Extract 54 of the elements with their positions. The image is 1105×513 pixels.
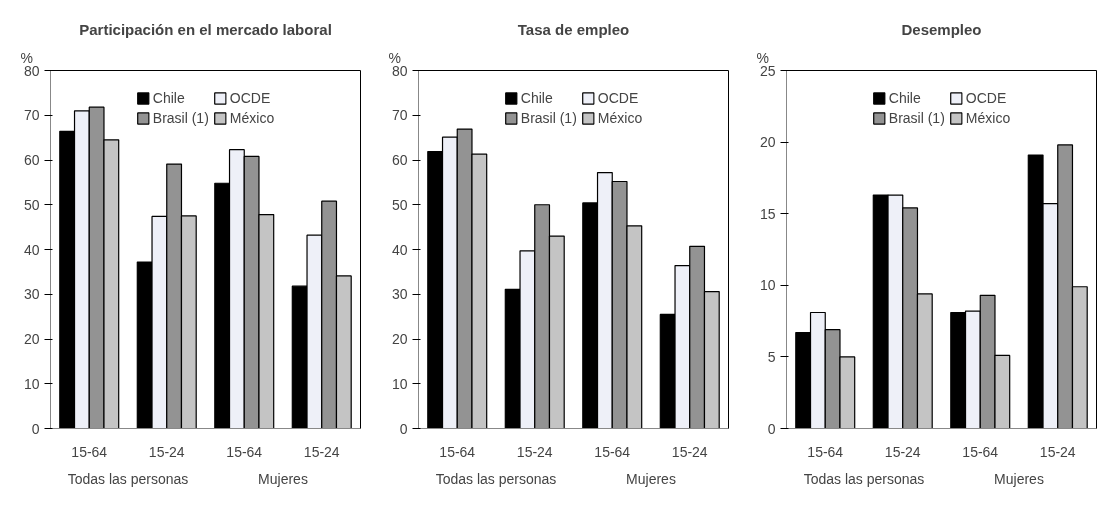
x-tick-label: 15-64 — [439, 443, 476, 460]
text: Todas las personas — [435, 470, 557, 487]
legend-label: Chile — [152, 90, 185, 106]
x-tick-label: 15-64 — [71, 443, 108, 460]
chart-title: Participación en el mercado laboral — [79, 20, 332, 38]
y-tick-label: 15 — [759, 205, 776, 222]
text: Mujeres — [994, 470, 1044, 487]
x-tick-label: 15-24 — [303, 443, 340, 460]
chart-title: Tasa de empleo — [517, 20, 630, 38]
text: Todas las personas — [803, 470, 925, 487]
y-tick-label: 70 — [391, 107, 408, 124]
legend-label: Brasil (1) — [152, 110, 209, 126]
x-tick-label: 15-24 — [884, 443, 921, 460]
y-tick-label: 30 — [391, 286, 408, 303]
text: Todas las personas — [67, 470, 189, 487]
x-tick-label: 15-24 — [1039, 443, 1076, 460]
legend-label: Brasil (1) — [520, 110, 577, 126]
y-tick-label: 10 — [391, 375, 408, 392]
text: Mujeres — [626, 470, 676, 487]
y-tick-label: 40 — [391, 241, 408, 258]
y-tick-label: 5 — [767, 348, 776, 365]
y-tick-label: 0 — [767, 420, 776, 437]
x-tick-label: 15-64 — [807, 443, 844, 460]
legend-label: Chile — [888, 90, 921, 106]
x-tick-label: 15-64 — [594, 443, 631, 460]
y-tick-label: 20 — [23, 331, 40, 347]
y-tick-label: 70 — [23, 107, 40, 124]
y-tick-label: 10 — [759, 277, 776, 294]
y-tick-label: 20 — [759, 134, 776, 151]
chart-title: Desempleo — [901, 20, 982, 38]
y-tick-label: 10 — [23, 375, 40, 392]
legend-label: OCDE — [597, 90, 639, 106]
y-tick-label: 60 — [23, 152, 40, 168]
x-tick-label: 15-64 — [962, 443, 999, 460]
legend-label: México — [229, 110, 275, 126]
y-tick-label: 60 — [391, 152, 408, 168]
y-tick-label: 0 — [399, 420, 408, 437]
legend-label: Chile — [520, 90, 553, 106]
x-tick-label: 15-24 — [671, 443, 708, 460]
y-tick-label: 40 — [23, 241, 40, 258]
x-tick-label: 15-24 — [516, 443, 553, 460]
y-tick-label: 0 — [31, 420, 40, 437]
legend-label: México — [597, 110, 643, 126]
legend-label: México — [965, 110, 1011, 126]
y-tick-label: 50 — [391, 196, 408, 213]
text: Mujeres — [258, 470, 308, 487]
legend-label: Brasil (1) — [888, 110, 945, 126]
y-tick-label: 50 — [23, 196, 40, 213]
y-tick-label: 30 — [23, 286, 40, 303]
legend-label: OCDE — [965, 90, 1007, 106]
legend-label: OCDE — [229, 90, 271, 106]
y-tick-label: 20 — [391, 331, 408, 347]
x-tick-label: 15-64 — [226, 443, 263, 460]
x-tick-label: 15-24 — [148, 443, 185, 460]
